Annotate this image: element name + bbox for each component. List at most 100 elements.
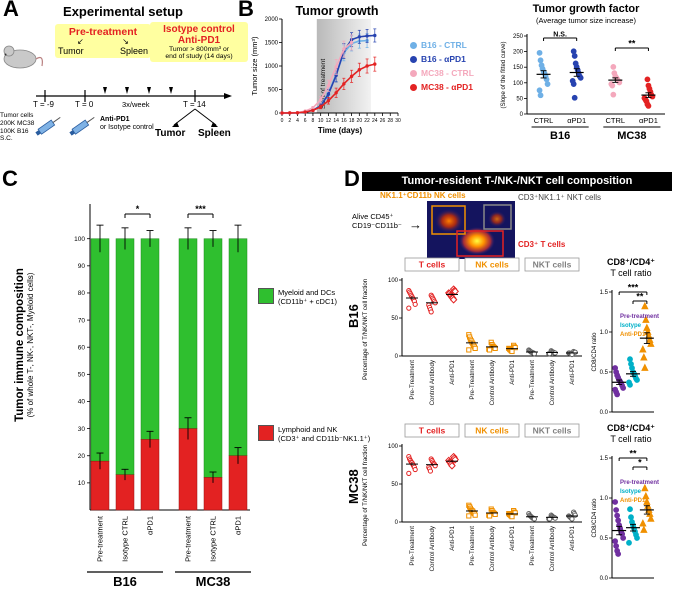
svg-text:***: ***: [195, 204, 206, 214]
svg-text:100: 100: [388, 278, 399, 284]
svg-text:αPD1: αPD1: [639, 116, 658, 125]
svg-text:0: 0: [395, 520, 399, 526]
b16-ratio-chart: 0.0 0.5 1.0 1.5 CD8/CD4 ratio ***** Pre-treatm…: [592, 283, 659, 417]
svg-text:100: 100: [74, 236, 85, 243]
svg-text:0: 0: [395, 354, 399, 360]
mc38-ratio-title: CD8⁺/CD4⁺ T cell ratio: [588, 423, 674, 444]
ratio-title-line2: T cell ratio: [610, 434, 652, 444]
svg-text:MC38: MC38: [617, 130, 646, 142]
panel-d-title: Tumor-resident T-/NK-/NKT cell compositi…: [362, 172, 672, 191]
isotype-box: Isotype control Anti-PD1 Tumor > 800mm³ …: [150, 22, 248, 62]
b16-ratio-title: CD8⁺/CD4⁺ T cell ratio: [588, 257, 674, 278]
b16-percentage-ylabel: Percentage of T/NK/NKT cell fraction: [362, 278, 369, 380]
svg-text:Isotype: Isotype: [620, 323, 642, 329]
legend-lymphoid-line1: Lymphoid and NK: [278, 425, 338, 434]
end-tumor-label: Tumor: [155, 128, 186, 139]
timepoint-14: T = 14: [183, 100, 206, 109]
svg-text:Anti-PD1: Anti-PD1: [449, 525, 456, 550]
dosing-frequency: 3x/week: [122, 100, 150, 109]
svg-text:Tumor size (mm³): Tumor size (mm³): [250, 36, 259, 95]
mc38-ratio-chart: 0.0 0.5 1.0 1.5 CD8/CD4 ratio *** Pre-treatmen…: [592, 449, 659, 583]
injection-note: Anti-PD1 or Isotype control: [100, 116, 154, 133]
svg-text:Anti-PD1: Anti-PD1: [620, 332, 646, 338]
svg-text:Control Antibody: Control Antibody: [549, 525, 556, 571]
svg-text:20: 20: [78, 453, 86, 460]
pre-spleen-label: Spleen: [119, 46, 148, 56]
svg-text:0: 0: [520, 112, 524, 118]
tumor-cells-line2: 200K MC38: [0, 119, 35, 127]
svg-text:28: 28: [387, 118, 393, 124]
t-cells-gate-label: CD3⁺ T cells: [518, 240, 566, 249]
gate-line2: CD19⁻CD11b⁻: [352, 221, 402, 230]
row-label-b16: B16: [346, 304, 361, 328]
flow-cytometry-plot: [427, 201, 515, 259]
svg-text:1.5: 1.5: [600, 456, 609, 462]
timepoint-minus9: T = -9: [33, 100, 54, 109]
svg-text:150: 150: [513, 65, 524, 71]
svg-text:B16: B16: [113, 574, 137, 589]
immune-composition-ylabel: Tumor immune composition (% of whole T-,…: [14, 141, 35, 549]
svg-text:70: 70: [78, 317, 86, 324]
svg-text:B16: B16: [550, 130, 570, 142]
nk-cells-gate-label: NK1.1⁺CD11b NK cells: [380, 191, 466, 200]
svg-text:2000: 2000: [265, 17, 279, 23]
b16-tnknkt-chart: 0 50 100 T cells Pre-Treatment Control Antibo…: [388, 257, 582, 405]
svg-text:Anti-PD1: Anti-PD1: [569, 525, 576, 550]
svg-text:30: 30: [395, 118, 401, 124]
growth-factor-chart: 0 50 100 150 200 250 (Slope of the fitted curv…: [501, 32, 665, 142]
tumor-cells-line4: S.C.: [0, 135, 13, 143]
arrow-right-icon: →: [409, 217, 422, 232]
gate-line1: Alive CD45⁺: [352, 212, 394, 221]
svg-text:50: 50: [391, 482, 398, 488]
svg-text:CTRL: CTRL: [534, 116, 554, 125]
svg-text:CD8/CD4 ratio: CD8/CD4 ratio: [592, 332, 598, 372]
legend-myeloid: Myeloid and DCs (CD11b⁺ + cDC1): [258, 288, 337, 306]
svg-text:12: 12: [326, 118, 332, 124]
svg-text:30: 30: [78, 426, 86, 433]
svg-text:Pre-Treatment: Pre-Treatment: [469, 360, 476, 400]
legend-swatch: [410, 55, 417, 63]
legend-swatch: [410, 83, 417, 91]
svg-text:100: 100: [388, 444, 399, 450]
legend-myeloid-line1: Myeloid and DCs: [278, 288, 336, 297]
svg-text:αPD1: αPD1: [567, 116, 586, 125]
svg-text:Control Antibody: Control Antibody: [489, 359, 496, 405]
svg-text:NK cells: NK cells: [475, 426, 509, 436]
panel-c-label: C: [2, 166, 18, 191]
end-spleen-label: Spleen: [198, 128, 231, 139]
svg-text:Pre-treatment: Pre-treatment: [620, 314, 659, 320]
svg-text:10: 10: [318, 118, 324, 124]
svg-text:NKT cells: NKT cells: [533, 260, 572, 270]
syringe-icon: [35, 116, 61, 136]
svg-text:Control Antibody: Control Antibody: [429, 359, 436, 405]
svg-text:CD8/CD4 ratio: CD8/CD4 ratio: [592, 498, 598, 538]
row-label-mc38: MC38: [346, 469, 361, 504]
svg-text:(Slope of the fitted curve): (Slope of the fitted curve): [501, 41, 507, 108]
svg-text:Control Antibody: Control Antibody: [549, 359, 556, 405]
svg-text:αPD1: αPD1: [234, 516, 243, 535]
svg-text:**: **: [636, 292, 644, 302]
injection-line2: or Isotype control: [100, 124, 154, 132]
panel-d-label: D: [344, 166, 360, 191]
svg-text:*: *: [136, 204, 140, 214]
legend-myeloid-line2: (CD11b⁺ + cDC1): [278, 297, 338, 306]
svg-text:*: *: [638, 458, 642, 468]
svg-text:NKT cells: NKT cells: [533, 426, 572, 436]
svg-text:60: 60: [78, 344, 86, 351]
svg-text:50: 50: [516, 96, 523, 102]
svg-text:1000: 1000: [265, 64, 279, 70]
svg-text:Pre-Treatment: Pre-Treatment: [409, 526, 416, 566]
svg-text:Start of treatment: Start of treatment: [320, 59, 327, 109]
svg-text:1.5: 1.5: [600, 290, 609, 296]
panel-b-label: B: [238, 0, 254, 21]
svg-text:14: 14: [333, 118, 339, 124]
svg-text:1500: 1500: [265, 41, 279, 47]
nkt-cells-gate-label: CD3⁺NK1.1⁺ NKT cells: [518, 193, 601, 202]
legend-item: B16 - αPD1: [410, 54, 474, 64]
tumor-cells-line3: 100K B16: [0, 127, 29, 135]
isotype-line3: Tumor > 800mm³ or: [169, 46, 229, 53]
svg-text:T cells: T cells: [419, 426, 446, 436]
svg-text:Time (days): Time (days): [318, 126, 363, 135]
svg-text:NK cells: NK cells: [475, 260, 509, 270]
